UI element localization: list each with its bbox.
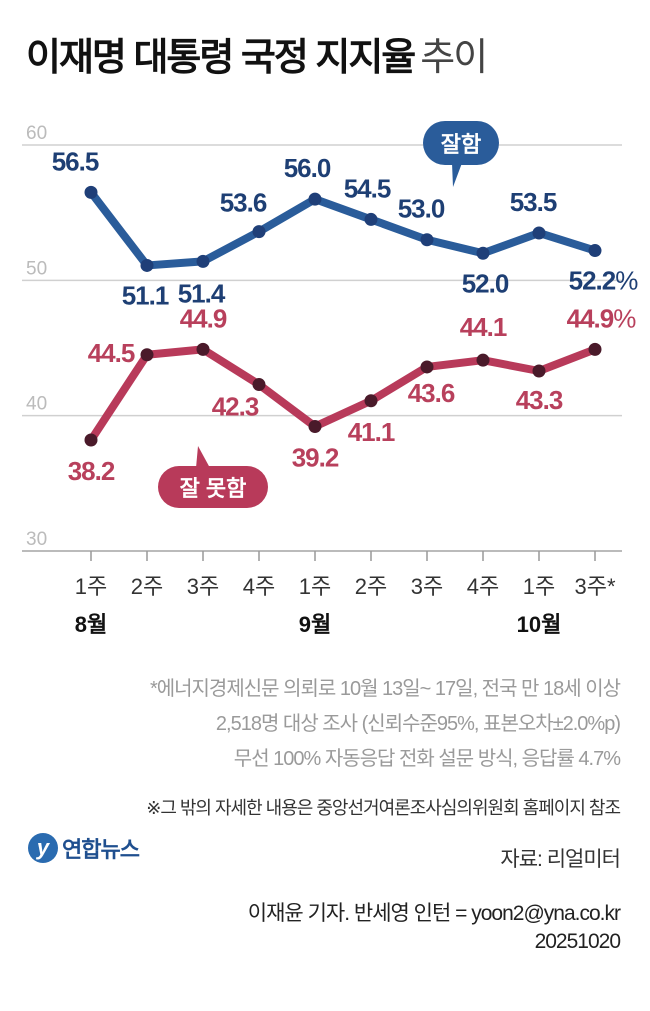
survey-notes: *에너지경제신문 의뢰로 10월 13일~ 17일, 전국 만 18세 이상 2… <box>149 672 621 777</box>
month-label: 8월 <box>75 612 107 637</box>
line-chart: 60 50 40 30 1주 2주 3주 4주 1주 2주 3주 4주 1주 3주* 8월 9월 10월 56.5… <box>22 121 639 637</box>
month-label: 9월 <box>299 612 331 637</box>
additional-note: ※그 밖의 자세한 내용은 중앙선거여론조사심의위원회 홈페이지 참조 <box>146 798 621 818</box>
callout-approve-tail <box>452 163 462 187</box>
data-label: 43.6 <box>408 378 455 408</box>
month-label: 10월 <box>517 612 562 637</box>
data-point <box>588 244 602 258</box>
series-line-approve <box>87 188 599 270</box>
data-point <box>196 254 210 268</box>
data-point <box>252 378 266 392</box>
data-point <box>420 360 434 374</box>
callout-disapprove-tail <box>196 446 210 468</box>
data-point <box>364 212 378 226</box>
data-label: 53.6 <box>220 188 267 218</box>
data-point <box>252 225 266 239</box>
x-tick-label: 2주 <box>355 574 387 599</box>
data-label: 44.9 <box>180 303 227 333</box>
y-tick-label: 60 <box>26 123 47 144</box>
yonhap-logo: y 연합뉴스 <box>28 832 140 864</box>
data-label: 44.9% <box>567 303 637 333</box>
y-tick-label: 40 <box>26 394 47 415</box>
unit-label: % <box>615 266 638 296</box>
data-label: 51.4 <box>178 278 226 308</box>
y-tick-label: 50 <box>26 258 47 279</box>
credit-author: 이재윤 기자. 반세영 인턴 = yoon2@yna.co.kr <box>247 902 621 925</box>
source: 자료: 리얼미터 <box>500 848 621 871</box>
data-point <box>476 353 490 367</box>
data-point <box>532 226 546 240</box>
data-point <box>364 394 378 408</box>
credit: 이재윤 기자. 반세영 인턴 = yoon2@yna.co.kr 2025102… <box>247 900 621 956</box>
x-tick-label: 1주 <box>75 574 107 599</box>
data-label: 42.3 <box>212 392 259 422</box>
x-tick-label: 3주 <box>411 574 443 599</box>
x-tick-label: 1주 <box>523 574 555 599</box>
note-line: 무선 100% 자동응답 전화 설문 방식, 응답률 4.7% <box>233 748 621 770</box>
page-title: 이재명 대통령 국정 지지율 추이 <box>26 26 488 81</box>
data-point <box>476 246 490 260</box>
data-point <box>84 185 98 199</box>
x-tick-label: 1주 <box>299 574 331 599</box>
callout-approve-bubble <box>423 121 499 165</box>
data-point <box>532 364 546 378</box>
data-label: 54.5 <box>344 173 391 203</box>
logo-mark-icon: y <box>28 833 58 863</box>
x-tick-label: 4주 <box>243 574 275 599</box>
data-label: 41.1 <box>348 417 395 447</box>
data-label: 39.2 <box>292 442 339 472</box>
data-point <box>420 233 434 247</box>
data-label: 56.0 <box>284 153 331 183</box>
data-point <box>588 342 602 356</box>
data-label: 51.1 <box>122 280 169 310</box>
series-line-disapprove <box>87 345 599 445</box>
y-tick-label: 30 <box>26 529 47 550</box>
data-point <box>140 258 154 272</box>
title-main: 이재명 대통령 국정 지지율 <box>26 37 416 79</box>
data-point <box>84 433 98 447</box>
data-label: 38.2 <box>68 456 115 486</box>
data-label: 43.3 <box>516 385 563 415</box>
data-label: 53.0 <box>398 194 445 224</box>
x-tick-label: 3주 <box>187 574 219 599</box>
x-tick-label: 2주 <box>131 574 163 599</box>
credit-date: 20251020 <box>534 930 621 953</box>
legend-disapprove: 잘 못함 <box>180 476 247 501</box>
title-sub: 추이 <box>420 37 488 79</box>
legend-approve: 잘함 <box>441 132 481 157</box>
data-point <box>140 348 154 362</box>
data-label: 52.0 <box>462 268 509 298</box>
x-tick-label: 3주* <box>574 574 615 599</box>
data-point <box>308 192 322 206</box>
unit-label: % <box>613 303 636 333</box>
data-point <box>308 419 322 433</box>
note-line: 2,518명 대상 조사 (신뢰수준95%, 표본오차±2.0%p) <box>215 713 621 735</box>
data-label: 44.5 <box>88 338 135 368</box>
x-tick-label: 4주 <box>467 574 499 599</box>
note-line: *에너지경제신문 의뢰로 10월 13일~ 17일, 전국 만 18세 이상 <box>149 678 621 700</box>
logo-text: 연합뉴스 <box>62 837 140 862</box>
data-label: 56.5 <box>52 146 99 176</box>
callout-disapprove-bubble <box>158 466 268 508</box>
data-label: 52.2% <box>569 266 639 296</box>
data-label: 53.5 <box>510 187 557 217</box>
data-label: 44.1 <box>460 312 507 342</box>
data-point <box>196 342 210 356</box>
